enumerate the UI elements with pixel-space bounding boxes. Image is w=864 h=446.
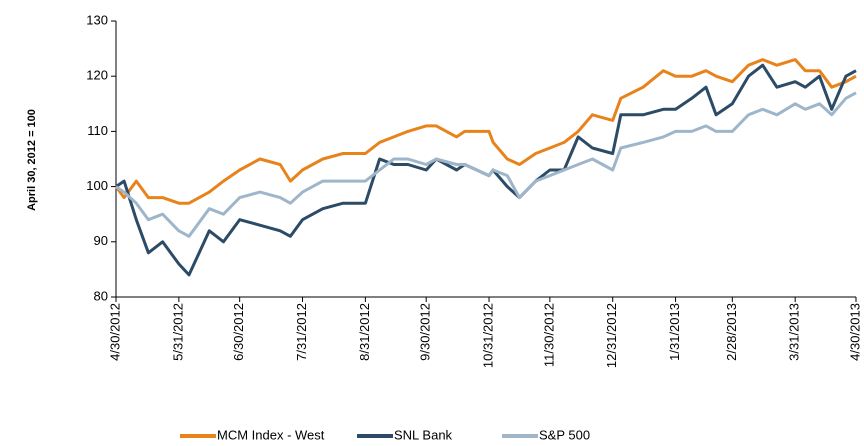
y-tick-label: 130 (86, 12, 108, 27)
series-line (115, 91, 857, 238)
y-tick-label: 120 (86, 68, 108, 83)
x-tick-label: 8/31/2012 (357, 303, 372, 361)
legend-label: SNL Bank (394, 427, 453, 442)
y-tick-label: 90 (94, 233, 108, 248)
x-tick-label: 2/28/2013 (724, 303, 739, 361)
x-tick-label: 6/30/2012 (231, 303, 246, 361)
series-line (115, 63, 857, 277)
y-axis-label: April 30, 2012 = 100 (26, 109, 38, 211)
y-tick-label: 100 (86, 178, 108, 193)
legend-label: MCM Index - West (217, 427, 325, 442)
series-line (114, 58, 857, 205)
x-tick-label: 11/30/2012 (541, 303, 556, 367)
x-tick-label: 4/30/2012 (107, 303, 122, 361)
x-tick-label: 3/31/2013 (787, 303, 802, 361)
x-tick-label: 12/31/2012 (604, 303, 619, 368)
y-tick-label: 110 (87, 123, 108, 138)
x-tick-label: 1/31/2013 (667, 303, 682, 361)
x-tick-label: 10/31/2012 (480, 303, 495, 368)
y-tick-label: 80 (94, 288, 108, 303)
x-tick-label: 4/30/2013 (847, 303, 862, 361)
x-tick-label: 7/31/2012 (294, 303, 309, 361)
x-tick-label: 5/31/2012 (170, 303, 185, 361)
legend-label: S&P 500 (539, 427, 590, 442)
x-tick-label: 9/30/2012 (418, 303, 433, 361)
